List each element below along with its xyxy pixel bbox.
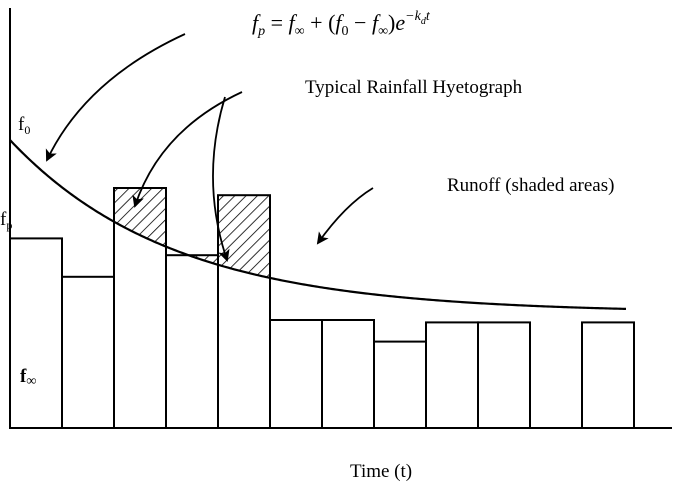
runoff-area-3 — [114, 188, 166, 247]
hyetograph-bar-4 — [165, 254, 219, 429]
hyetograph-bar-8 — [373, 340, 427, 430]
hyetograph-bar-2 — [61, 275, 115, 429]
runoff-area-5 — [218, 195, 270, 278]
runoff-area-4 — [166, 255, 218, 265]
x-axis-label: Time (t) — [350, 461, 412, 482]
arrow-to-curve — [45, 33, 186, 162]
hyetograph-bar-1 — [9, 237, 63, 429]
hyetograph-label: Typical Rainfall Hyetograph — [305, 77, 523, 98]
hyetograph-bar-6 — [269, 319, 323, 429]
arrow-runoff — [316, 187, 374, 245]
hyetograph-bars — [9, 187, 635, 430]
runoff-label: Runoff (shaded areas) — [447, 175, 614, 196]
infiltration-curve — [9, 139, 627, 310]
runoff-shaded-areas — [114, 188, 270, 278]
f0-label: f0 — [18, 114, 30, 137]
arrow-to-bar-4 — [212, 96, 230, 262]
hyetograph-bar-10 — [477, 321, 531, 429]
hyetograph-bar-12 — [581, 321, 635, 429]
finf-label: f∞ — [20, 366, 36, 389]
fp-label: fp — [0, 209, 12, 232]
infiltration-equation: fp = f∞ + (f0 − f∞)e−kdt — [252, 9, 431, 39]
hyetograph-bar-9 — [425, 321, 479, 429]
hyetograph-bar-7 — [321, 319, 375, 429]
